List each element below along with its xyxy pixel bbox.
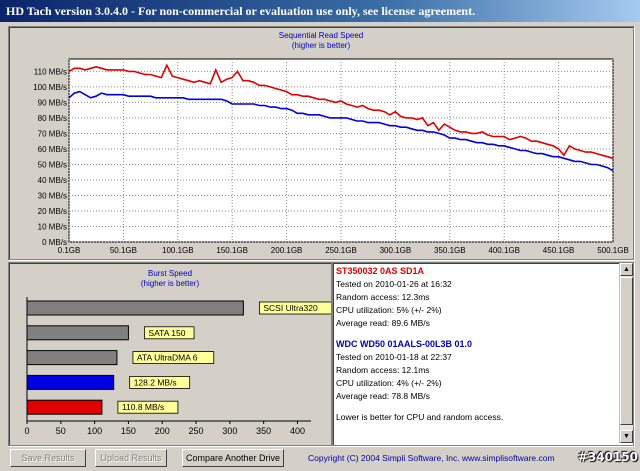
y-tick-label: 50 MB/s [38, 160, 67, 169]
y-tick-label: 20 MB/s [38, 207, 67, 216]
upload-results-button[interactable]: Upload Results [95, 449, 167, 467]
drive2-average-read: Average read: 78.8 MB/s [336, 391, 430, 401]
burst-x-tick-label: 400 [290, 426, 305, 436]
y-tick-label: 110 MB/s [34, 67, 67, 76]
drive1-name: ST350032 0AS SD1A [336, 266, 425, 276]
burst-bar-label-box [258, 301, 331, 315]
x-tick-label: 500.1GB [597, 246, 629, 255]
burst-x-tick-label: 50 [56, 426, 66, 436]
drive1-burst-bar [26, 399, 103, 415]
x-tick-label: 200.1GB [271, 246, 303, 255]
burst-bar-label-box [144, 326, 195, 340]
y-tick-label: 10 MB/s [38, 222, 67, 231]
burst-x-tick-label: 150 [121, 426, 136, 436]
burst-chart-title: Burst Speed [147, 269, 193, 278]
y-tick-label: 40 MB/s [38, 176, 67, 185]
window-title: HD Tach version 3.0.4.0 - For non-commer… [6, 4, 476, 18]
burst-bar-label-box [132, 351, 215, 364]
read-chart-subtitle: (higher is better) [291, 41, 351, 50]
sequential-read-chart: 0 MB/s 10 MB/s 20 MB/s 30 MB/s 40 MB/s 50 MB/… [33, 58, 629, 255]
y-tick-label: 100 MB/s [33, 83, 67, 92]
y-tick-label: 0 MB/s [42, 238, 67, 247]
scroll-up-arrow-icon[interactable]: ▲ [620, 263, 633, 276]
burst-bar-label: 110.8 MB/s [122, 402, 164, 412]
info-footer: Lower is better for CPU and random acces… [336, 412, 504, 422]
drive2-read-line [68, 90, 614, 172]
burst-bar-label-box [117, 400, 179, 414]
y-tick-label: 70 MB/s [38, 129, 67, 138]
burst-bar-label-box [129, 376, 191, 389]
x-tick-label: 0.1GB [58, 246, 81, 255]
y-tick-label: 80 MB/s [38, 114, 67, 123]
drive2-cpu: CPU utilization: 4% (+/- 2%) [336, 378, 442, 388]
burst-x-tick-label: 300 [222, 426, 237, 436]
x-tick-label: 100.1GB [162, 246, 194, 255]
results-info-panel: ST350032 0AS SD1A Tested on 2010-01-26 a… [332, 262, 634, 446]
burst-chart-subtitle: (higher is better) [140, 279, 200, 288]
burst-bar-label: SCSI Ultra320 [263, 303, 318, 313]
sequential-read-panel: Sequential Read Speed (higher is better)… [8, 26, 634, 260]
drive2-burst-bar [26, 374, 115, 390]
drive2-name: WDC WD50 01AALS-00L3B 01.0 [336, 339, 473, 349]
burst-bar-label: ATA UltraDMA 6 [137, 353, 198, 363]
drive1-tested: Tested on 2010-01-26 at 16:32 [336, 279, 452, 289]
x-tick-label: 50.1GB [110, 246, 137, 255]
copyright-text: Copyright (C) 2004 Simpli Software, Inc.… [308, 453, 555, 463]
scroll-thumb[interactable] [620, 277, 633, 425]
burst-x-tick-label: 200 [155, 426, 170, 436]
burst-bar-label: SATA 150 [148, 328, 185, 338]
drive1-read-line [68, 63, 614, 160]
watermark: #340150 [577, 450, 638, 464]
scsi-ultra320-bar [26, 300, 244, 316]
results-text: ST350032 0AS SD1A Tested on 2010-01-26 a… [336, 265, 616, 424]
drive2-random-access: Random access: 12.1ms [336, 365, 430, 375]
sata-150-bar [26, 325, 129, 341]
drive2-tested: Tested on 2010-01-18 at 22:37 [336, 352, 452, 362]
drive1-cpu: CPU utilization: 5% (+/- 2%) [336, 305, 442, 315]
burst-x-tick-label: 100 [87, 426, 102, 436]
burst-x-tick-label: 0 [24, 426, 29, 436]
x-tick-label: 350.1GB [434, 246, 466, 255]
burst-x-tick-label: 250 [189, 426, 204, 436]
burst-x-tick-label: 350 [256, 426, 271, 436]
x-tick-label: 150.1GB [216, 246, 248, 255]
y-tick-label: 30 MB/s [38, 191, 67, 200]
drive1-average-read: Average read: 89.6 MB/s [336, 318, 430, 328]
read-chart-title: Sequential Read Speed [278, 31, 364, 40]
burst-speed-panel: Burst Speed (higher is better) 0 50 100 150… [8, 262, 332, 446]
burst-bar-label: 128.2 MB/s [134, 377, 177, 387]
x-tick-label: 250.1GB [325, 246, 357, 255]
save-results-button[interactable]: Save Results [10, 449, 86, 467]
drive1-random-access: Random access: 12.3ms [336, 292, 430, 302]
ata-udma6-bar [26, 350, 118, 366]
burst-speed-chart: 0 50 100 150 200 250 300 350 400 SCSI Ultra320 SAT… [24, 297, 331, 436]
info-scrollbar[interactable]: ▲ ▼ [619, 263, 633, 443]
scroll-down-arrow-icon[interactable]: ▼ [620, 430, 633, 443]
x-tick-label: 400.1GB [488, 246, 520, 255]
x-tick-label: 450.1GB [543, 246, 575, 255]
title-bar: HD Tach version 3.0.4.0 - For non-commer… [0, 0, 640, 22]
y-tick-label: 90 MB/s [38, 98, 67, 107]
x-tick-label: 300.1GB [380, 246, 412, 255]
compare-another-drive-button[interactable]: Compare Another Drive [182, 449, 284, 467]
y-tick-label: 60 MB/s [38, 145, 67, 154]
